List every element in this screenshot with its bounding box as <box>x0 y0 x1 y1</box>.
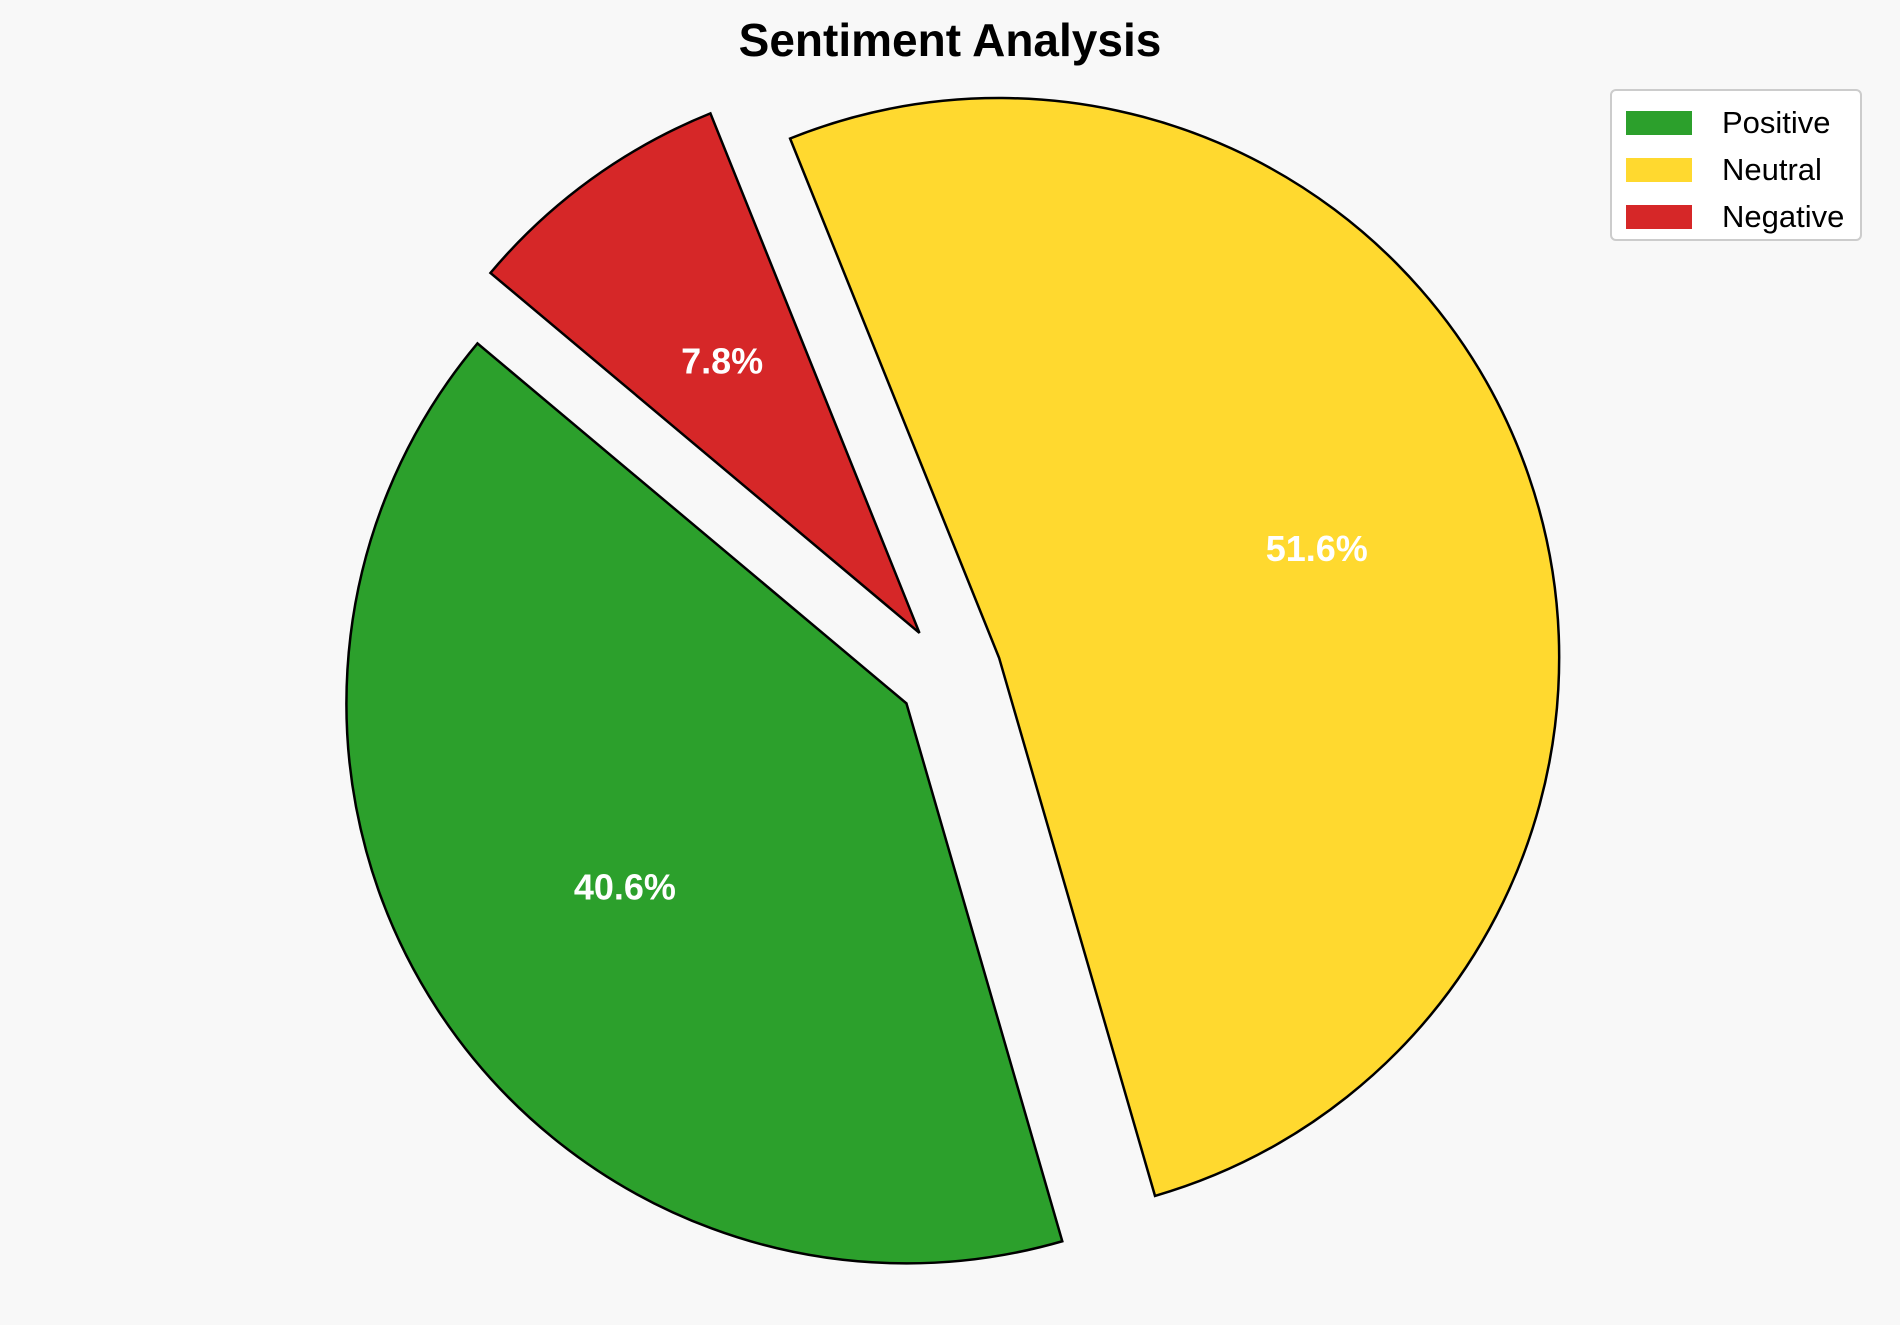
slice-label-neutral: 51.6% <box>1266 528 1368 569</box>
pie-slice-positive <box>345 341 1064 1265</box>
legend-label-positive: Positive <box>1722 104 1831 140</box>
legend-item-positive: Positive <box>1626 99 1860 146</box>
pie-slice-neutral <box>788 96 1561 1198</box>
legend-swatch-neutral <box>1626 157 1692 182</box>
legend-item-negative: Negative <box>1626 193 1860 240</box>
legend-label-neutral: Neutral <box>1722 151 1822 187</box>
legend-item-neutral: Neutral <box>1626 146 1860 193</box>
pie-slice-negative <box>488 111 921 634</box>
legend-label-negative: Negative <box>1722 198 1845 234</box>
chart-title: Sentiment Analysis <box>738 14 1162 66</box>
slice-label-negative: 7.8% <box>681 340 763 381</box>
legend: Positive Neutral Negative <box>1610 89 1862 241</box>
slice-label-positive: 40.6% <box>574 866 676 907</box>
legend-swatch-negative <box>1626 204 1692 229</box>
legend-swatch-positive <box>1626 110 1692 135</box>
